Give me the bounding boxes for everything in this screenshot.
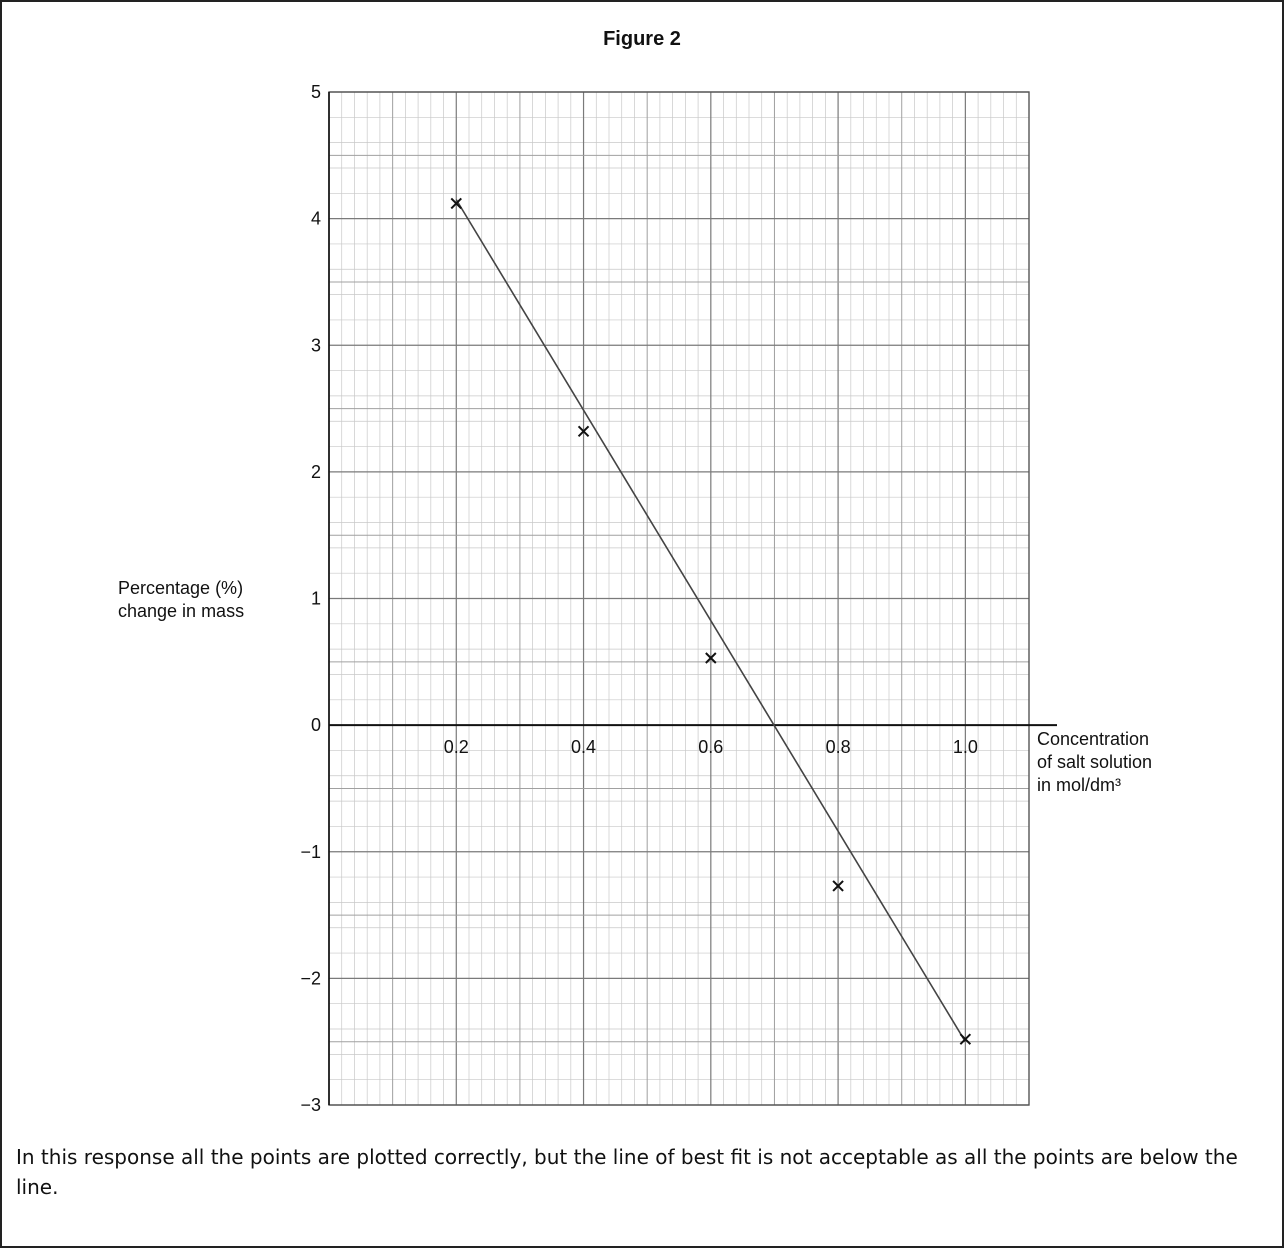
data-point-marker [705, 652, 717, 664]
y-axis-label: change in mass [118, 601, 244, 621]
x-axis-label: in mol/dm³ [1037, 775, 1121, 795]
data-point-marker [959, 1033, 972, 1045]
axes [328, 91, 1057, 1106]
caption-text: In this response all the points are plot… [16, 1145, 1238, 1199]
y-tick-label: 0 [311, 715, 321, 735]
marker-stroke [959, 1033, 972, 1045]
y-tick-label: −1 [300, 842, 321, 862]
chart-title: Figure 2 [603, 28, 681, 50]
y-tick-label: 2 [311, 462, 321, 482]
x-tick-label: 0.6 [698, 737, 723, 757]
x-tick-label: 0.4 [571, 737, 596, 757]
data-points [450, 197, 972, 1045]
x-tick-label: 0.2 [444, 737, 469, 757]
data-point-marker [832, 880, 844, 892]
y-tick-label: 5 [311, 82, 321, 102]
x-tick-label: 1.0 [953, 737, 978, 757]
y-tick-label: −3 [300, 1095, 321, 1115]
y-tick-label: −2 [300, 968, 321, 988]
y-tick-label: 3 [311, 335, 321, 355]
data-point-marker [450, 197, 462, 210]
data-point-marker [577, 425, 590, 438]
tick-labels: 0.2 0.4 0.6 0.8 1.0 5 4 3 2 1 0 −1 −2 −3 [300, 82, 977, 1115]
x-tick-label: 0.8 [826, 737, 851, 757]
y-tick-label: 1 [311, 589, 321, 609]
y-axis-label: Percentage (%) [118, 578, 243, 598]
marker-stroke [832, 880, 844, 892]
marker-stroke [705, 652, 717, 664]
y-tick-label: 4 [311, 209, 321, 229]
axis-labels: Concentration of salt solution in mol/dm³ P… [118, 578, 1152, 795]
marker-stroke [577, 425, 590, 438]
marker-stroke [450, 197, 462, 210]
chart-svg: 0.2 0.4 0.6 0.8 1.0 5 4 3 2 1 0 −1 −2 −3 Concentratio… [118, 82, 1152, 1115]
x-axis-label: of salt solution [1037, 752, 1152, 772]
x-axis-label: Concentration [1037, 729, 1149, 749]
best-fit-line [455, 199, 967, 1043]
best-fit-line-group [455, 199, 967, 1043]
